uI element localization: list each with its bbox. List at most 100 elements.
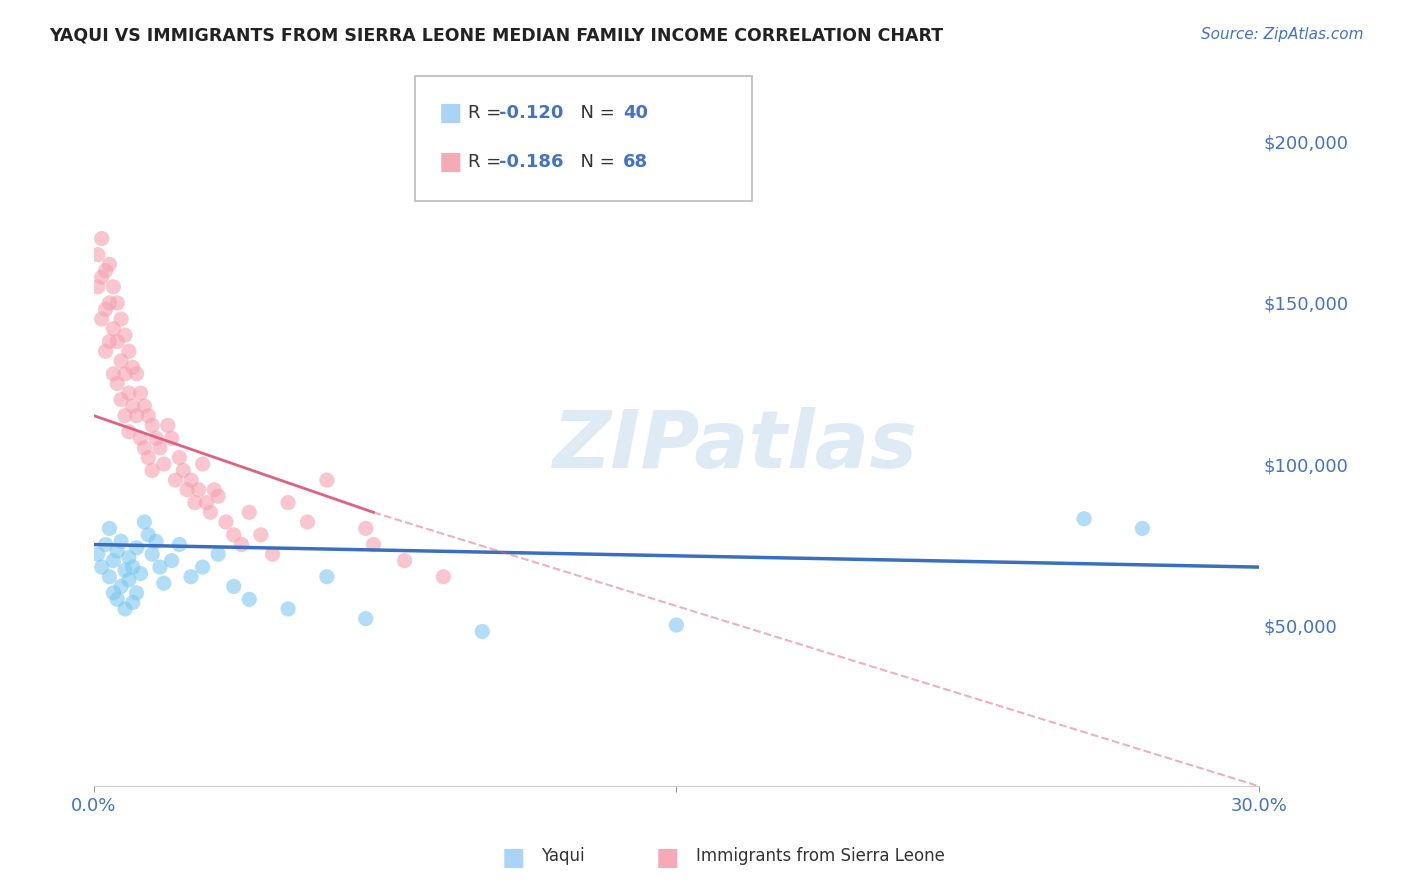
Point [136, 528, 159, 542]
Point [110, 579, 132, 593]
Point [90, 560, 112, 574]
Point [141, 547, 163, 561]
Text: Yaqui: Yaqui [541, 847, 585, 865]
Point [103, 367, 125, 381]
Point [90, 312, 112, 326]
Point [1130, 521, 1153, 535]
Point [125, 541, 148, 555]
Point [160, 431, 183, 445]
Point [238, 505, 260, 519]
Point [277, 602, 299, 616]
Text: R =: R = [468, 104, 508, 122]
Point [121, 595, 143, 609]
Point [118, 425, 141, 439]
Point [187, 483, 209, 497]
Point [191, 457, 214, 471]
Point [103, 586, 125, 600]
Point [136, 450, 159, 465]
Point [354, 612, 377, 626]
Point [262, 547, 284, 561]
Point [153, 576, 176, 591]
Point [129, 386, 152, 401]
Point [110, 534, 132, 549]
Text: ZIPatlas: ZIPatlas [553, 407, 917, 485]
Point [114, 367, 136, 381]
Point [316, 570, 339, 584]
Text: ■: ■ [657, 846, 679, 870]
Text: ■: ■ [439, 102, 463, 125]
Point [121, 560, 143, 574]
Point [169, 450, 191, 465]
Point [297, 515, 319, 529]
Text: ■: ■ [439, 151, 463, 174]
Text: -0.186: -0.186 [499, 153, 564, 171]
Point [121, 399, 143, 413]
Point [134, 399, 156, 413]
Point [105, 376, 128, 391]
Point [125, 586, 148, 600]
Point [394, 554, 416, 568]
Text: Immigrants from Sierra Leone: Immigrants from Sierra Leone [696, 847, 945, 865]
Point [118, 386, 141, 401]
Point [432, 570, 454, 584]
Point [129, 566, 152, 581]
Point [110, 354, 132, 368]
Text: 68: 68 [623, 153, 648, 171]
Point [87, 247, 110, 261]
Point [207, 547, 229, 561]
Text: R =: R = [468, 153, 508, 171]
Point [156, 418, 179, 433]
Point [195, 496, 218, 510]
Point [94, 264, 117, 278]
Text: N =: N = [569, 153, 621, 171]
Point [118, 344, 141, 359]
Point [176, 483, 198, 497]
Text: 40: 40 [623, 104, 648, 122]
Text: ■: ■ [502, 846, 524, 870]
Point [94, 537, 117, 551]
Point [149, 441, 172, 455]
Point [105, 592, 128, 607]
Point [250, 528, 273, 542]
Point [665, 618, 688, 632]
Point [98, 334, 121, 349]
Point [98, 257, 121, 271]
Point [125, 367, 148, 381]
Point [222, 579, 245, 593]
Point [184, 496, 207, 510]
Point [200, 505, 222, 519]
Point [141, 463, 163, 477]
Point [141, 418, 163, 433]
Point [98, 296, 121, 310]
Text: Source: ZipAtlas.com: Source: ZipAtlas.com [1201, 27, 1364, 42]
Point [129, 431, 152, 445]
Point [134, 441, 156, 455]
Point [134, 515, 156, 529]
Point [118, 550, 141, 565]
Point [153, 457, 176, 471]
Point [87, 280, 110, 294]
Point [172, 463, 194, 477]
Point [180, 570, 202, 584]
Point [87, 547, 110, 561]
Point [114, 409, 136, 423]
Point [363, 537, 385, 551]
Point [90, 270, 112, 285]
Point [238, 592, 260, 607]
Point [125, 409, 148, 423]
Point [105, 334, 128, 349]
Point [277, 496, 299, 510]
Point [114, 563, 136, 577]
Point [90, 231, 112, 245]
Point [471, 624, 494, 639]
Point [160, 554, 183, 568]
Point [149, 560, 172, 574]
Point [191, 560, 214, 574]
Point [103, 322, 125, 336]
Point [105, 544, 128, 558]
Point [1073, 512, 1095, 526]
Point [215, 515, 238, 529]
Text: YAQUI VS IMMIGRANTS FROM SIERRA LEONE MEDIAN FAMILY INCOME CORRELATION CHART: YAQUI VS IMMIGRANTS FROM SIERRA LEONE ME… [49, 27, 943, 45]
Point [354, 521, 377, 535]
Point [145, 534, 167, 549]
